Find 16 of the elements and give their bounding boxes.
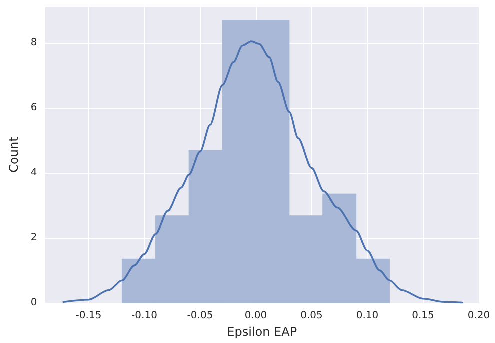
line-series bbox=[62, 40, 464, 304]
x-tick-label: 0.10 bbox=[356, 310, 379, 322]
x-tick-label: 0.00 bbox=[244, 310, 268, 322]
x-tick-label: -0.10 bbox=[132, 310, 158, 322]
x-tick-label: 0.15 bbox=[412, 310, 434, 322]
x-tick-label: -0.15 bbox=[76, 310, 102, 322]
x-tick-label: -0.05 bbox=[187, 310, 214, 322]
y-tick-label: 6 bbox=[30, 102, 38, 114]
y-tick-label: 8 bbox=[30, 37, 38, 48]
x-axis-title: Epsilon EAP bbox=[227, 325, 298, 339]
x-tick-label: 0.05 bbox=[300, 310, 323, 322]
y-tick-label: 2 bbox=[30, 232, 38, 244]
y-tick-label: 0 bbox=[30, 298, 38, 309]
y-tick-label: 4 bbox=[30, 167, 38, 178]
y-axis-title: Count bbox=[7, 136, 21, 173]
x-tick-label: 0.20 bbox=[468, 310, 490, 322]
